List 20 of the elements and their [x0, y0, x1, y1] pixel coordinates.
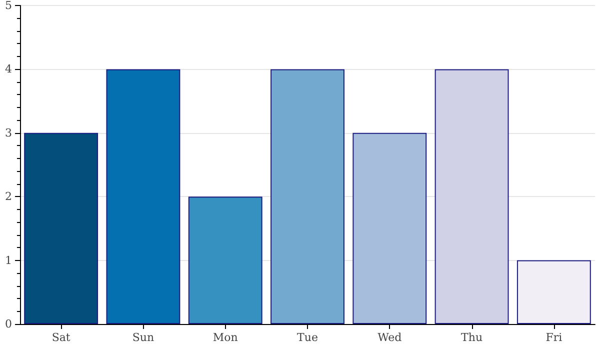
bar: [270, 69, 344, 324]
y-tick-label: 2: [5, 190, 12, 204]
bar: [352, 132, 427, 324]
y-tick-label: 3: [5, 126, 12, 140]
bar: [188, 196, 262, 324]
x-tick-label: Sat: [52, 331, 71, 344]
bar: [106, 69, 180, 324]
y-tick-label: 1: [5, 254, 12, 267]
x-tick-label: Mon: [212, 331, 238, 344]
y-tick-label: 0: [5, 318, 12, 330]
y-tick-label: 5: [5, 0, 12, 12]
x-tick-label: Tue: [297, 331, 318, 344]
x-tick-label: Sun: [132, 331, 154, 344]
x-tick-label: Thu: [461, 331, 483, 344]
bar: [516, 260, 591, 324]
x-tick-label: Wed: [378, 331, 402, 344]
bar: [24, 132, 98, 324]
y-tick-label: 4: [5, 62, 12, 76]
x-tick-label: Fri: [546, 331, 563, 344]
bar: [434, 69, 509, 324]
